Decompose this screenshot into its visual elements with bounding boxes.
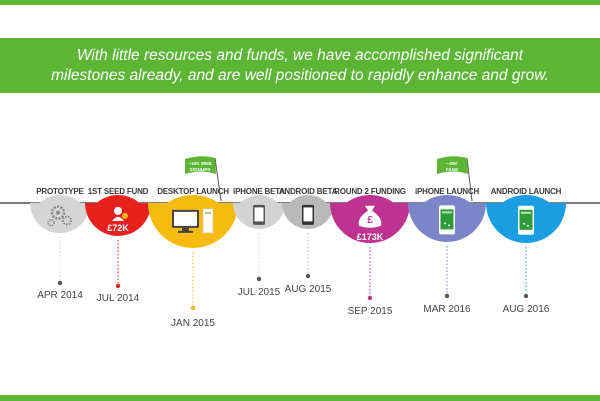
milestone-8-date: AUG 2016 (502, 304, 550, 315)
milestone-3-label: DESKTOP LAUNCH (157, 187, 229, 196)
milestone-6-date: SEP 2015 (347, 306, 393, 317)
milestone-7-label: iPHONE LAUNCH (414, 187, 480, 196)
flag-line: ~10K WEB (188, 161, 212, 166)
milestone-3-flag-text: ~10K WEB SIGNUPS (185, 161, 215, 172)
milestone-2-amount: £72K (107, 222, 129, 233)
milestone-1-label: PROTOTYPE (36, 187, 84, 196)
money-bag-person-icon (112, 206, 128, 221)
android-app-icon (518, 205, 534, 235)
milestone-3-flag-icon (185, 156, 222, 202)
milestone-5-stem (305, 233, 311, 279)
milestone-3-date: JAN 2015 (171, 318, 215, 329)
milestone-1-bubble (30, 195, 90, 233)
milestone-7-flag-text: ~30K FANS (437, 161, 467, 172)
milestone-6-amount: £173K (356, 231, 384, 242)
svg-text:£: £ (367, 215, 373, 226)
iphone-app-icon (439, 205, 455, 235)
milestone-8-stem (523, 247, 529, 299)
milestone-7-stem (444, 246, 450, 299)
milestone-6-stem (367, 247, 373, 301)
money-bag-icon: £ (358, 205, 382, 228)
milestone-7-date: MAR 2016 (423, 304, 471, 315)
milestone-2-stem (115, 240, 121, 289)
bottom-accent-bar (0, 395, 600, 401)
milestone-6-label: ROUND 2 FUNDING (334, 187, 406, 196)
milestone-7-flag-icon (437, 156, 473, 202)
desktop-computer-icon (172, 208, 214, 234)
milestone-5-label: ANDROID BETA (278, 187, 338, 196)
flag-line: SIGNUPS (189, 166, 211, 172)
top-accent-bar (0, 0, 600, 5)
phone-dark-icon (302, 204, 314, 225)
milestone-8-label: ANDROID LAUNCH (490, 187, 562, 196)
headline-banner: With little resources and funds, we have… (0, 38, 600, 93)
milestone-2-date: JUL 2014 (96, 293, 140, 304)
milestone-1-date: APR 2014 (37, 290, 83, 301)
gears-icon (47, 205, 72, 227)
milestone-4-stem (256, 233, 262, 282)
flag-line: FANS (445, 166, 459, 172)
milestone-2-label: 1ST SEED FUND (87, 187, 149, 196)
milestone-4-label: iPHONE BETA (233, 187, 285, 196)
flag-line: ~30K (446, 161, 458, 166)
milestone-5-date: AUG 2015 (284, 284, 332, 295)
headline-line-2: milestones already, and are well positio… (51, 66, 549, 84)
milestone-1-stem (57, 237, 63, 286)
phone-icon (253, 204, 265, 225)
milestone-3-stem (190, 252, 196, 311)
headline-line-1: With little resources and funds, we have… (76, 46, 524, 64)
milestone-4-date: JUL 2015 (237, 287, 281, 298)
